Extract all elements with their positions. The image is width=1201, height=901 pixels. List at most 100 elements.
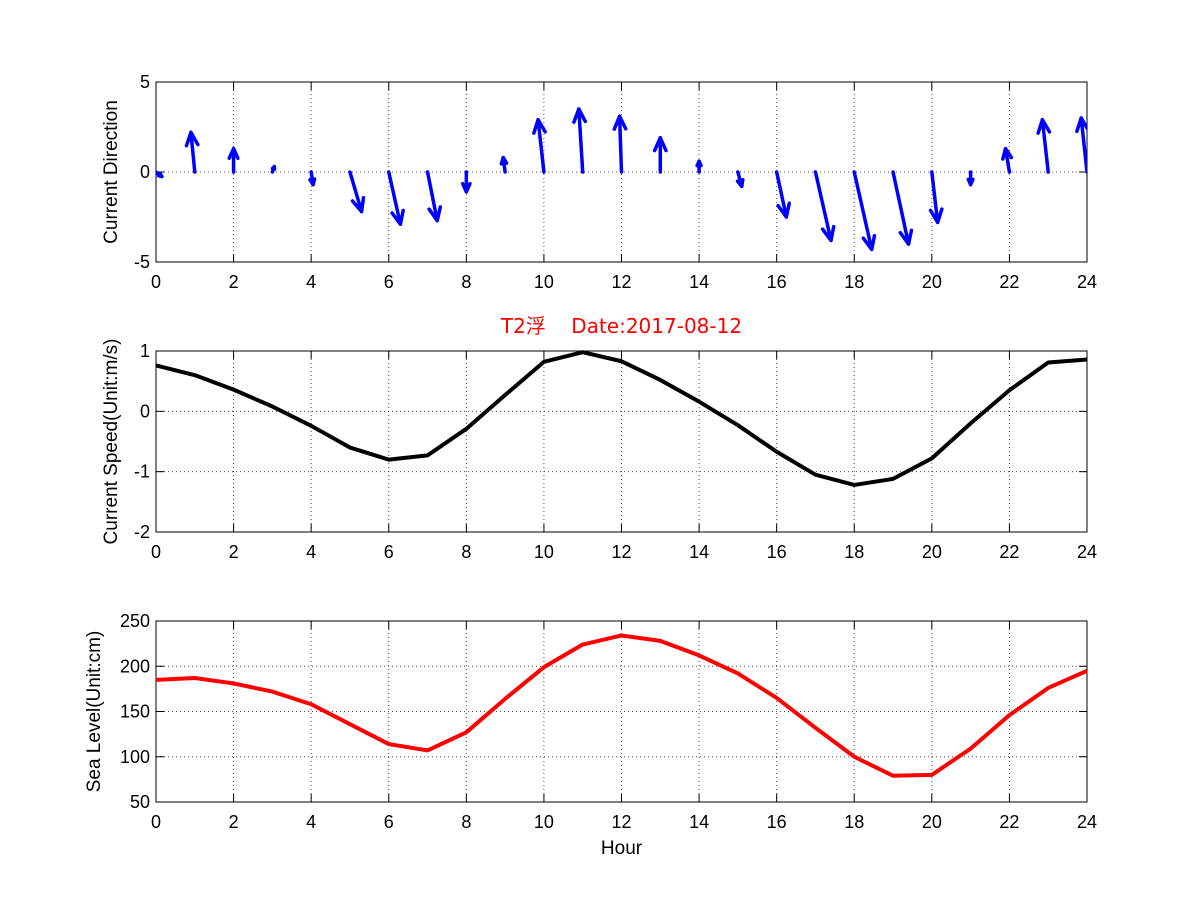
arrow-shaft xyxy=(536,118,546,174)
sea-level-x-tick-label: 18 xyxy=(844,812,864,832)
speed-y-tick-label: -1 xyxy=(134,462,150,482)
speed-x-tick-label: 10 xyxy=(534,542,554,562)
current-vector-arrow xyxy=(156,170,164,179)
arrow-shaft xyxy=(617,114,624,174)
current-vector-arrow xyxy=(652,136,668,174)
arrow-shaft xyxy=(425,170,439,223)
sea-level-x-tick-label: 6 xyxy=(384,812,394,832)
arrow-shaft xyxy=(891,170,911,246)
arrow-head xyxy=(820,224,836,243)
direction-x-tick-label: 20 xyxy=(922,272,942,292)
arrow-head xyxy=(1036,118,1052,135)
arrow-head xyxy=(1001,146,1014,161)
speed-x-tick-label: 12 xyxy=(611,542,631,562)
direction-x-tick-label: 24 xyxy=(1077,272,1097,292)
arrow-head xyxy=(695,159,703,168)
current-vector-arrow xyxy=(1001,146,1014,174)
current-vector-arrow xyxy=(891,170,914,246)
arrow-head xyxy=(184,130,200,148)
sea-level-y-tick-label: 50 xyxy=(130,792,150,812)
arrow-shaft xyxy=(577,107,585,174)
sea-level-x-axis-label: Hour xyxy=(601,838,643,859)
speed-x-tick-label: 22 xyxy=(999,542,1019,562)
sea-level-x-tick-label: 22 xyxy=(999,812,1019,832)
direction-x-tick-label: 14 xyxy=(689,272,709,292)
sea-level-x-tick-label: 12 xyxy=(611,812,631,832)
speed-y-tick-label: 1 xyxy=(140,341,150,361)
sea-level-x-tick-label: 8 xyxy=(461,812,471,832)
sea-level-y-tick-label: 150 xyxy=(120,702,150,722)
current-vector-arrow xyxy=(612,114,628,174)
arrow-shaft xyxy=(1040,118,1050,174)
arrow-head xyxy=(532,118,547,135)
arrow-head xyxy=(390,208,405,226)
direction-x-tick-label: 2 xyxy=(229,272,239,292)
arrow-head xyxy=(898,228,914,246)
arrow-head xyxy=(460,181,472,194)
sea-level-x-tick-label: 16 xyxy=(767,812,787,832)
arrow-head xyxy=(928,207,944,225)
arrow-head xyxy=(156,171,164,179)
direction-y-tick-label: -5 xyxy=(134,252,150,272)
speed-x-tick-label: 20 xyxy=(922,542,942,562)
speed-x-tick-label: 8 xyxy=(461,542,471,562)
direction-x-tick-label: 8 xyxy=(461,272,471,292)
arrow-head xyxy=(861,233,877,252)
direction-x-tick-label: 18 xyxy=(844,272,864,292)
direction-x-tick-label: 0 xyxy=(151,272,161,292)
current-vector-arrow xyxy=(270,164,277,174)
arrow-shaft xyxy=(930,170,940,225)
speed-y-tick-label: 0 xyxy=(140,401,150,421)
speed-x-tick-label: 16 xyxy=(767,542,787,562)
arrow-head xyxy=(612,114,628,131)
sea-level-y-tick-label: 250 xyxy=(120,611,150,631)
current-vector-arrow xyxy=(227,146,240,174)
sea-level-y-tick-label: 200 xyxy=(120,656,150,676)
current-vector-arrow xyxy=(499,155,509,174)
arrow-shaft xyxy=(189,130,197,174)
current-vector-arrow xyxy=(184,130,200,174)
arrow-shaft xyxy=(852,170,874,252)
speed-chart-title: T2浮 Date:2017-08-12 xyxy=(500,314,742,338)
current-vector-arrow xyxy=(695,159,703,174)
current-vector-arrow xyxy=(1036,118,1052,174)
direction-y-tick-label: 0 xyxy=(140,162,150,182)
current-vector-arrow xyxy=(425,170,443,223)
arrow-shaft xyxy=(1079,116,1087,174)
arrow-shaft xyxy=(387,170,403,226)
current-vector-arrow xyxy=(460,170,472,194)
direction-x-tick-label: 16 xyxy=(767,272,787,292)
arrow-head xyxy=(652,136,668,153)
current-vector-arrow xyxy=(348,170,366,214)
arrow-head xyxy=(350,195,366,214)
current-vector-arrow xyxy=(735,170,745,189)
sea-level-y-axis-label: Sea Level(Unit:cm) xyxy=(84,631,105,793)
direction-x-tick-label: 12 xyxy=(611,272,631,292)
speed-x-tick-label: 14 xyxy=(689,542,709,562)
speed-y-tick-label: -2 xyxy=(134,522,150,542)
current-vector-arrow xyxy=(572,107,588,174)
direction-x-tick-label: 22 xyxy=(999,272,1019,292)
sea-level-x-tick-label: 4 xyxy=(306,812,316,832)
direction-y-axis-label: Current Direction xyxy=(101,100,122,244)
current-vector-arrow xyxy=(1075,116,1087,174)
current-vector-arrow xyxy=(308,170,317,187)
direction-x-tick-label: 6 xyxy=(384,272,394,292)
speed-x-tick-label: 6 xyxy=(384,542,394,562)
current-vector-arrow xyxy=(852,170,877,252)
current-vector-arrow xyxy=(928,170,944,225)
current-vector-arrow xyxy=(813,170,836,243)
arrow-head xyxy=(735,178,745,189)
arrow-head xyxy=(966,177,975,187)
speed-y-axis-label: Current Speed(Unit:m/s) xyxy=(101,339,122,545)
current-vector-arrow xyxy=(774,170,792,219)
arrow-head xyxy=(499,155,509,166)
current-vector-arrow xyxy=(387,170,405,226)
speed-x-tick-label: 2 xyxy=(229,542,239,562)
current-vector-arrow xyxy=(966,170,975,187)
current-vector-arrow xyxy=(532,118,547,174)
arrow-head xyxy=(227,146,240,160)
